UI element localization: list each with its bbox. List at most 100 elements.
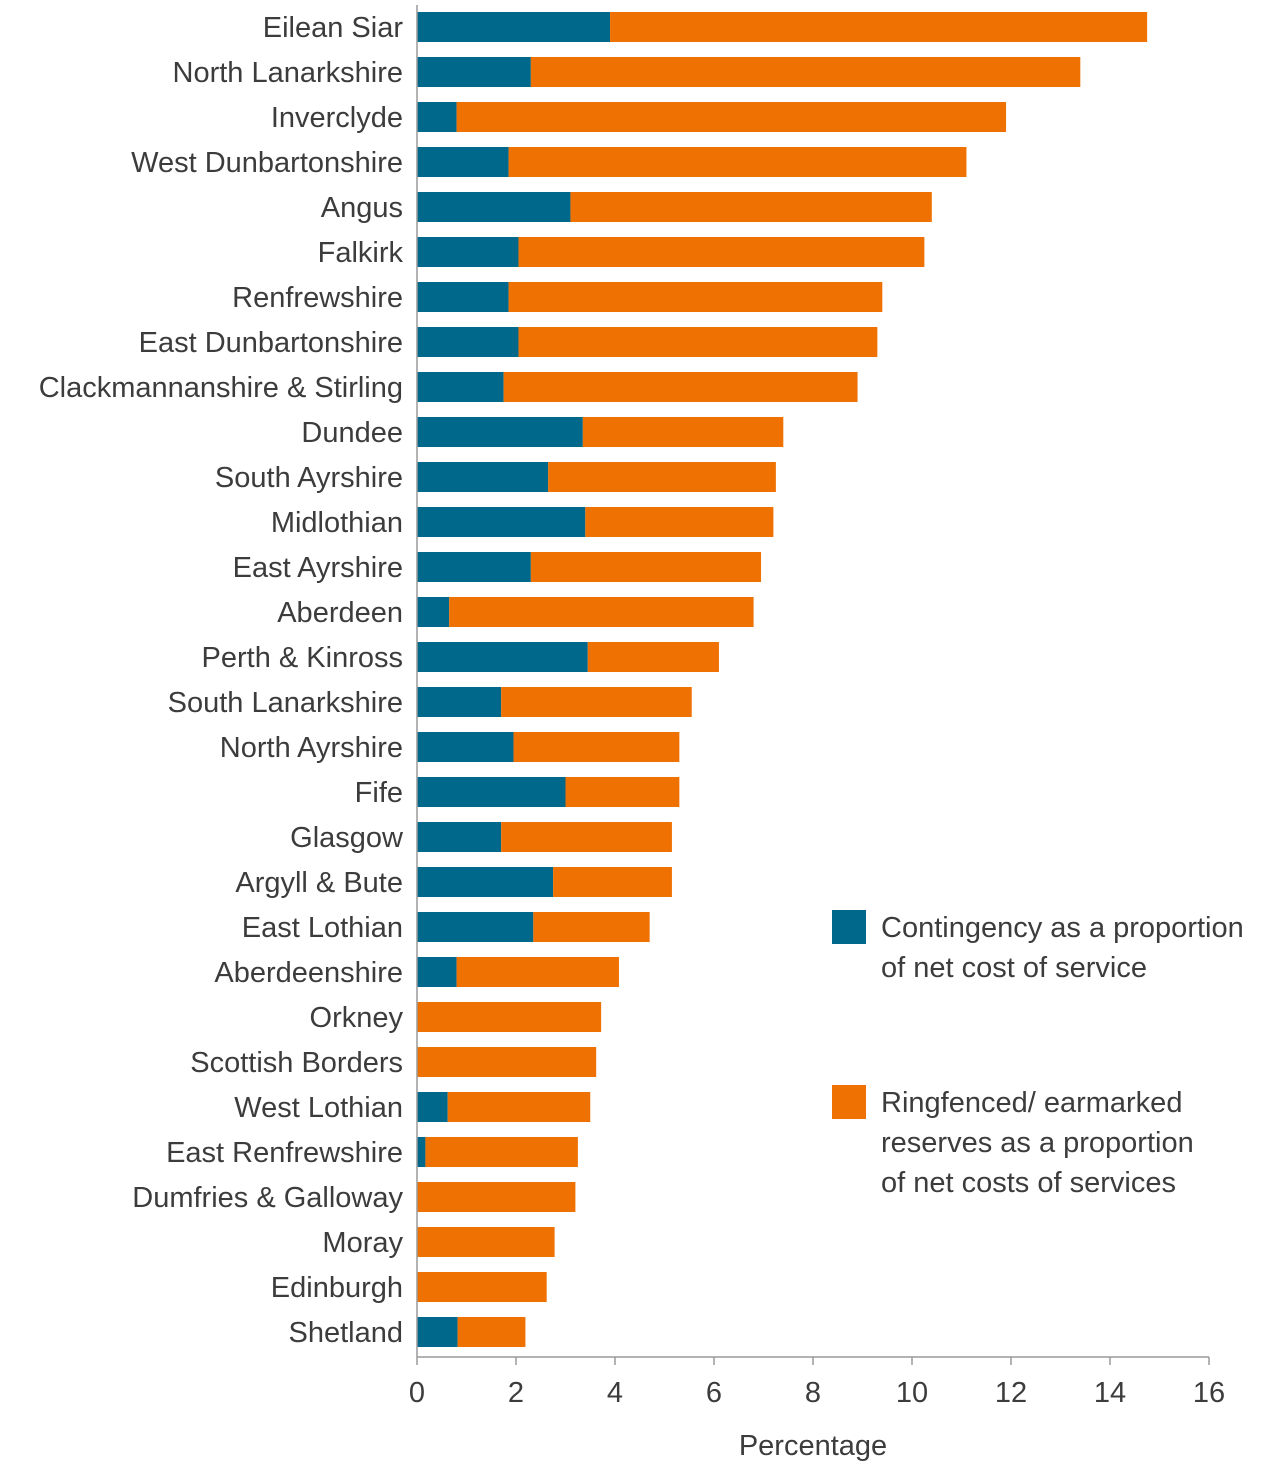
bar-contingency-29 [417,1317,458,1347]
category-label: Aberdeenshire [214,957,403,989]
legend-label: of net cost of service [881,952,1147,984]
bar-contingency-6 [417,282,509,312]
bar-contingency-24 [417,1092,448,1122]
bar-ringfenced-27 [417,1227,555,1257]
bar-ringfenced-26 [417,1182,576,1212]
category-label: Angus [321,192,403,224]
bar-contingency-11 [417,507,586,537]
bars-group [417,12,1148,1347]
bar-ringfenced-17 [565,777,680,807]
legend-label: Contingency as a proportion [881,912,1244,944]
x-axis-title: Percentage [739,1430,887,1462]
x-tick-label: 2 [508,1377,524,1409]
category-label: Perth & Kinross [202,642,403,674]
bar-contingency-9 [417,417,583,447]
category-label: East Dunbartonshire [139,327,403,359]
bar-contingency-15 [417,687,502,717]
bar-ringfenced-19 [553,867,672,897]
x-tick-label: 6 [706,1377,722,1409]
bar-ringfenced-8 [503,372,858,402]
category-label: Falkirk [318,237,404,269]
bar-ringfenced-14 [587,642,719,672]
bar-contingency-25 [417,1137,426,1167]
legend: Contingency as a proportion of net cost o… [832,910,1244,1199]
bar-contingency-8 [417,372,504,402]
bar-ringfenced-18 [501,822,672,852]
category-label: Moray [322,1227,403,1259]
bar-ringfenced-2 [456,102,1007,132]
legend-label: of net costs of services [881,1167,1176,1199]
legend-swatch-ringfenced [832,1085,866,1119]
bar-ringfenced-16 [513,732,680,762]
bar-contingency-4 [417,192,571,222]
category-label: Renfrewshire [232,282,403,314]
bar-contingency-0 [417,12,611,42]
bar-contingency-13 [417,597,450,627]
bar-ringfenced-10 [548,462,776,492]
bar-contingency-7 [417,327,519,357]
x-tick-label: 10 [896,1377,928,1409]
category-label: East Ayrshire [233,552,403,584]
category-label: South Ayrshire [215,462,403,494]
x-tick-label: 12 [995,1377,1027,1409]
category-label: South Lanarkshire [168,687,403,719]
category-label: Aberdeen [277,597,403,629]
bar-contingency-16 [417,732,514,762]
category-label: Clackmannanshire & Stirling [39,372,403,404]
category-label: Eilean Siar [263,12,404,44]
bar-contingency-12 [417,552,531,582]
bar-ringfenced-11 [585,507,774,537]
bar-ringfenced-15 [501,687,692,717]
category-labels: Eilean Siar North Lanarkshire Inverclyde We… [39,12,404,1349]
bar-contingency-5 [417,237,519,267]
x-tick-label: 16 [1193,1377,1225,1409]
bar-contingency-2 [417,102,457,132]
bar-contingency-18 [417,822,502,852]
bar-ringfenced-3 [508,147,967,177]
category-label: Edinburgh [271,1272,403,1304]
category-label: Dumfries & Galloway [132,1182,403,1214]
bar-ringfenced-24 [447,1092,591,1122]
bar-contingency-17 [417,777,566,807]
category-label: Glasgow [290,822,404,854]
bar-ringfenced-21 [456,957,619,987]
bar-ringfenced-22 [417,1002,602,1032]
bar-ringfenced-28 [417,1272,547,1302]
bar-ringfenced-23 [417,1047,597,1077]
category-label: North Ayrshire [220,732,403,764]
bar-contingency-20 [417,912,534,942]
x-axis-ticks: 0 2 4 6 8 10 12 14 16 [409,1357,1225,1409]
bar-ringfenced-25 [425,1137,578,1167]
category-label: East Renfrewshire [166,1137,403,1169]
bar-ringfenced-29 [457,1317,526,1347]
bar-ringfenced-9 [582,417,784,447]
bar-contingency-19 [417,867,554,897]
bar-contingency-21 [417,957,457,987]
bar-contingency-3 [417,147,509,177]
bar-ringfenced-20 [533,912,650,942]
category-label: Dundee [301,417,403,449]
category-label: Inverclyde [271,102,403,134]
category-label: East Lothian [242,912,403,944]
bar-ringfenced-1 [530,57,1081,87]
category-label: West Dunbartonshire [131,147,403,179]
bar-contingency-14 [417,642,588,672]
x-tick-label: 4 [607,1377,623,1409]
bar-ringfenced-13 [449,597,754,627]
bar-contingency-1 [417,57,531,87]
bar-contingency-10 [417,462,549,492]
bar-ringfenced-4 [570,192,932,222]
bar-ringfenced-12 [530,552,762,582]
x-tick-label: 0 [409,1377,425,1409]
category-label: Fife [355,777,403,809]
category-label: Scottish Borders [190,1047,403,1079]
category-label: Midlothian [271,507,403,539]
bar-ringfenced-0 [610,12,1148,42]
bar-ringfenced-7 [518,327,878,357]
category-label: North Lanarkshire [173,57,404,89]
legend-label: Ringfenced/ earmarked [881,1087,1182,1119]
category-label: Shetland [289,1317,404,1349]
category-label: Orkney [310,1002,404,1034]
x-tick-label: 8 [805,1377,821,1409]
